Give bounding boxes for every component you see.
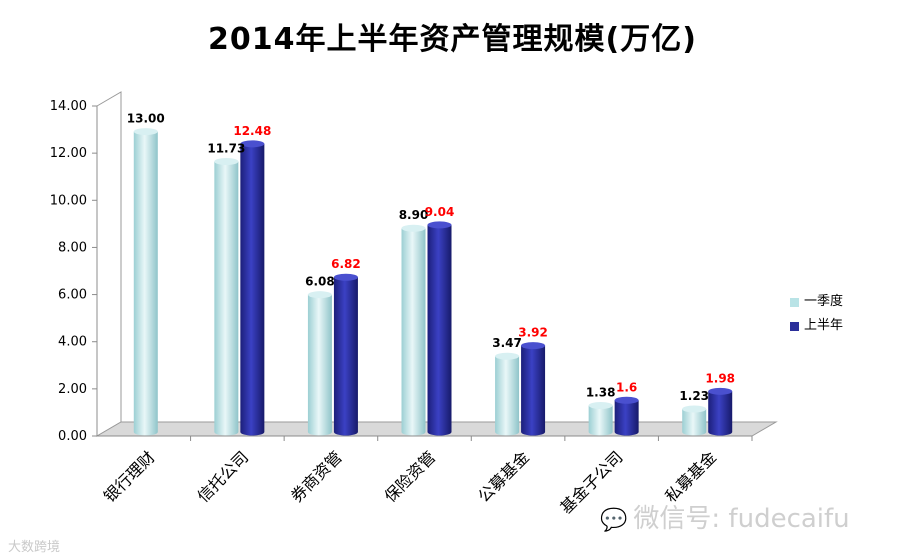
y-tick-label: 12.00	[50, 146, 87, 161]
y-tick-label: 14.00	[50, 99, 87, 114]
bar-q1-cap	[682, 405, 707, 413]
bar-q1-cap	[401, 224, 426, 232]
watermark: 💬 微信号: fudecaifu	[600, 498, 850, 535]
y-tick-label: 10.00	[50, 193, 87, 208]
y-tick-label: 0.00	[58, 429, 87, 444]
logo-text: 大数跨境	[8, 540, 61, 555]
x-tick-label: 信托公司	[193, 447, 252, 506]
bars	[133, 128, 733, 436]
data-label: 3.47	[492, 336, 522, 350]
bar-h1-cap	[521, 342, 546, 350]
bar-q1-cap	[214, 158, 239, 166]
bar-q1	[214, 161, 239, 436]
watermark-text: 微信号: fudecaifu	[633, 504, 850, 534]
y-tick-label: 8.00	[58, 240, 87, 255]
bar-q1-cap	[133, 128, 158, 136]
legend-label-q1: 一季度	[804, 294, 844, 309]
y-tick-label: 6.00	[58, 288, 87, 303]
data-label: 1.6	[616, 380, 637, 394]
data-label: 1.98	[705, 371, 735, 385]
data-label: 3.92	[518, 326, 548, 340]
bar-q1	[588, 405, 613, 436]
bar-q1	[495, 356, 520, 436]
wechat-icon: 💬	[600, 508, 628, 533]
data-label: 13.00	[127, 112, 165, 126]
bar-h1	[333, 277, 358, 436]
legend: 一季度 上半年	[790, 290, 843, 338]
bar-q1-cap	[307, 291, 332, 299]
bar-h1	[427, 224, 452, 436]
bar-q1-cap	[588, 401, 613, 409]
data-label: 8.90	[399, 208, 429, 222]
legend-swatch-h1	[790, 321, 799, 331]
chart-title: 2014年上半年资产管理规模(万亿)	[208, 22, 697, 57]
bar-h1-cap	[333, 273, 358, 281]
side-wall	[96, 91, 122, 437]
bar-q1	[682, 409, 707, 436]
legend-label-h1: 上半年	[804, 318, 844, 333]
bar-q1	[401, 228, 426, 436]
bar-h1	[614, 400, 639, 436]
bar-h1	[708, 391, 733, 436]
data-label: 9.04	[425, 205, 455, 219]
data-label: 1.38	[586, 385, 616, 399]
bar-h1	[521, 345, 546, 436]
bar-h1	[240, 143, 265, 436]
data-label: 12.48	[233, 124, 271, 138]
data-labels: 13.00 11.73 12.48 6.08 6.82 8.909.04 3.473.92 1…	[127, 112, 735, 403]
logo-watermark: 大数跨境	[8, 536, 60, 555]
data-label: 11.73	[207, 142, 245, 156]
x-tick-label: 保险资管	[381, 447, 440, 506]
legend-item-q1: 一季度	[790, 290, 843, 314]
y-tick-label: 4.00	[58, 335, 87, 350]
data-label: 6.08	[305, 275, 335, 289]
bar-h1-cap	[614, 396, 639, 404]
y-tick-label: 2.00	[58, 382, 87, 397]
bar-q1	[307, 294, 332, 436]
data-label: 6.82	[331, 257, 361, 271]
x-tick-label: 公募基金	[474, 447, 533, 506]
bar-h1-cap	[427, 221, 452, 229]
legend-item-h1: 上半年	[790, 314, 843, 338]
x-tick-label: 银行理财	[100, 447, 159, 506]
bar-h1-cap	[240, 140, 265, 148]
bar-q1	[133, 131, 158, 436]
data-label: 1.23	[679, 389, 709, 403]
bar-h1-cap	[708, 387, 733, 395]
x-tick-label: 券商资管	[287, 447, 346, 506]
legend-swatch-q1	[790, 297, 799, 307]
bar-q1-cap	[495, 352, 520, 360]
